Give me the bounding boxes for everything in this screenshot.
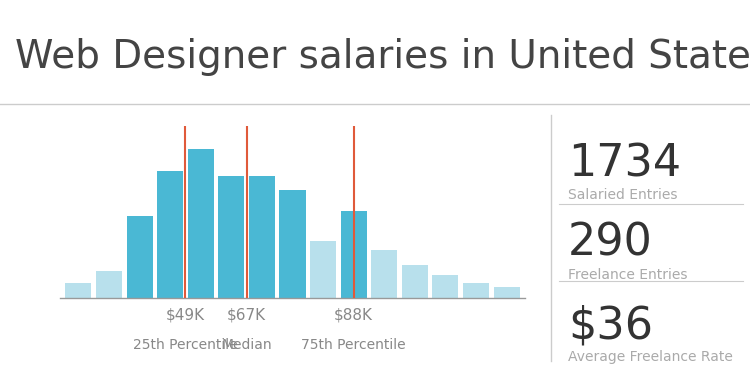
Bar [494,287,520,298]
Bar [188,149,214,298]
Bar [218,176,244,298]
Text: $88K: $88K [334,308,374,323]
Bar [463,283,489,298]
Bar [96,271,122,298]
Bar [65,283,92,298]
Text: Median: Median [221,338,272,352]
Bar [249,176,275,298]
Text: 75th Percentile: 75th Percentile [302,338,406,352]
Bar [280,190,305,298]
Bar [158,171,183,298]
Text: $67K: $67K [227,308,266,323]
Bar [127,216,152,298]
Text: 290: 290 [568,222,652,265]
Text: Salaried Entries: Salaried Entries [568,188,677,202]
Text: Freelance Entries: Freelance Entries [568,268,688,282]
Bar [310,241,336,298]
Bar [340,211,367,298]
Bar [433,275,458,298]
Text: $49K: $49K [166,308,205,323]
Text: $36: $36 [568,304,653,347]
Text: 1734: 1734 [568,142,681,185]
Bar [371,250,398,298]
Bar [402,265,427,298]
Text: Average Freelance Rate: Average Freelance Rate [568,350,733,364]
Text: Web Designer salaries in United States: Web Designer salaries in United States [15,38,750,76]
Text: 25th Percentile: 25th Percentile [133,338,238,352]
